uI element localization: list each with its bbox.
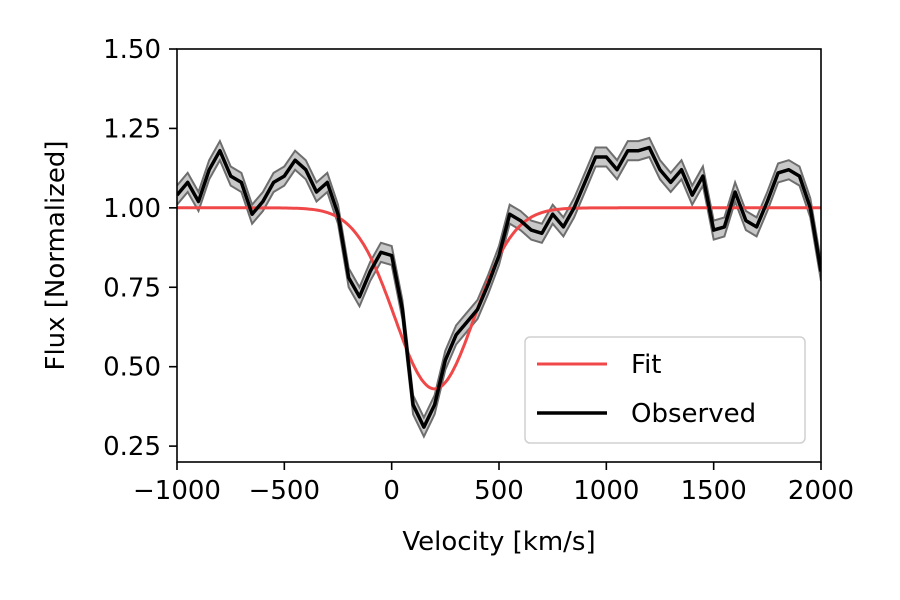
x-tick-label: 500 bbox=[474, 476, 524, 506]
y-axis-label: Flux [Normalized] bbox=[41, 140, 71, 370]
y-tick-label: 0.50 bbox=[103, 353, 161, 383]
x-tick-label: 1000 bbox=[573, 476, 639, 506]
x-tick-label: 1500 bbox=[681, 476, 747, 506]
legend: Fit Observed bbox=[524, 336, 806, 444]
y-tick-label: 0.75 bbox=[103, 273, 161, 303]
x-tick-label: −500 bbox=[249, 476, 320, 506]
y-axis-ticks: 0.25 0.50 0.75 1.00 1.25 1.50 bbox=[103, 35, 177, 462]
y-tick-label: 1.00 bbox=[103, 194, 161, 224]
observed-band-lower-edge bbox=[177, 155, 821, 439]
x-tick-label: 2000 bbox=[788, 476, 854, 506]
x-tick-label: 0 bbox=[383, 476, 400, 506]
observed-band-upper-edge bbox=[177, 136, 821, 420]
observed-series-line bbox=[177, 145, 821, 429]
x-tick-label: −1000 bbox=[133, 476, 221, 506]
legend-observed-label: Observed bbox=[631, 399, 756, 429]
y-tick-label: 1.25 bbox=[103, 114, 161, 144]
y-tick-label: 0.25 bbox=[103, 432, 161, 462]
x-axis-ticks: −1000 −500 0 500 1000 1500 2000 bbox=[133, 462, 854, 506]
x-axis-label: Velocity [km/s] bbox=[402, 527, 595, 557]
y-tick-label: 1.50 bbox=[103, 35, 161, 65]
plot-area bbox=[177, 136, 821, 439]
legend-fit-label: Fit bbox=[631, 350, 661, 380]
